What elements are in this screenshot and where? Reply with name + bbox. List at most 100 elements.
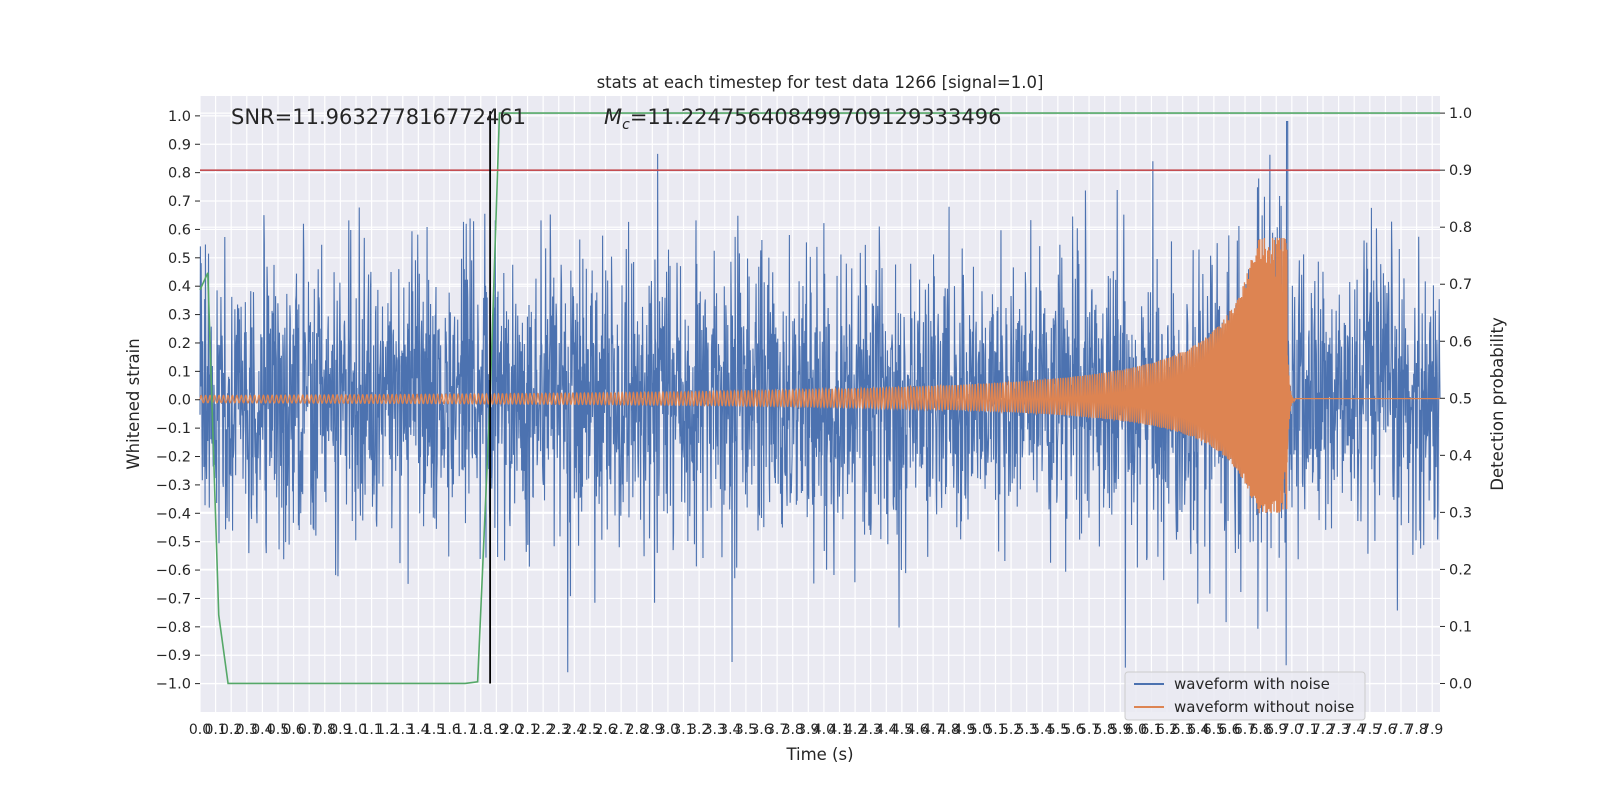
x-tick-label: 7.6	[1374, 722, 1396, 738]
series-detection-probability	[199, 112, 1440, 685]
y-tick-label: 0.5	[168, 251, 191, 267]
x-tick-label: 0.7	[298, 722, 320, 738]
x-tick-label: 5.6	[1062, 722, 1084, 738]
y-tick-label: −0.8	[156, 620, 191, 636]
y-tick-label: 0.3	[168, 308, 191, 324]
y2-tick-label: 0.4	[1449, 448, 1472, 464]
x-tick-label: 7.9	[1421, 722, 1443, 738]
x-tick-label: 7.7	[1390, 722, 1412, 738]
chirp-mass-subscript: c	[622, 117, 630, 133]
y-tick-label: 0.6	[168, 222, 191, 238]
x-tick-label: 3.8	[782, 722, 804, 738]
y2-tick-label: 0.5	[1449, 391, 1472, 407]
x-tick-label: 2.6	[594, 722, 616, 738]
y2-tick-label: 0.7	[1449, 277, 1472, 293]
x-tick-label: 4.8	[938, 722, 960, 738]
y2-tick-label: 1.0	[1449, 106, 1472, 122]
x-tick-label: 6.5	[1203, 722, 1225, 738]
y2-axis-label: Detection probability	[1488, 317, 1507, 491]
waveform-without-noise-line	[199, 237, 1440, 514]
x-tick-label: 0.1	[204, 722, 226, 738]
x-tick-label: 6.0	[1125, 722, 1147, 738]
x-tick-label: 1.9	[485, 722, 507, 738]
x-tick-label: 6.9	[1265, 722, 1287, 738]
y-tick-label: −0.2	[156, 450, 191, 466]
x-tick-label: 1.8	[470, 722, 492, 738]
x-tick-label: 2.7	[610, 722, 632, 738]
x-tick-label: 6.3	[1172, 722, 1194, 738]
x-tick-label: 1.5	[423, 722, 445, 738]
legend-label-waveform-without-noise: waveform without noise	[1174, 698, 1354, 716]
x-tick-label: 1.1	[360, 722, 382, 738]
y-tick-label: 1.0	[168, 109, 191, 125]
chirp-mass-symbol: M	[604, 105, 622, 129]
x-tick-label: 4.4	[875, 722, 897, 738]
x-axis-ticks: 0.00.10.20.30.40.50.60.70.80.91.01.11.21…	[189, 722, 1443, 738]
x-tick-label: 4.2	[844, 722, 866, 738]
y-tick-label: −0.6	[156, 563, 191, 579]
y-tick-label: −0.4	[156, 506, 191, 522]
x-tick-label: 0.6	[282, 722, 304, 738]
x-tick-label: 3.5	[735, 722, 757, 738]
x-tick-label: 7.0	[1281, 722, 1303, 738]
x-tick-label: 6.8	[1249, 722, 1271, 738]
y2-tick-label: 0.0	[1449, 676, 1472, 692]
y-tick-label: 0.0	[168, 393, 191, 409]
x-tick-label: 5.0	[969, 722, 991, 738]
x-tick-label: 4.1	[828, 722, 850, 738]
x-tick-label: 5.3	[1016, 722, 1038, 738]
y-tick-label: −0.5	[156, 535, 191, 551]
detection-probability-line	[199, 112, 1440, 685]
y-tick-label: −1.0	[156, 677, 191, 693]
x-tick-label: 2.3	[548, 722, 570, 738]
chart-title: stats at each timestep for test data 126…	[597, 73, 1044, 92]
y-tick-label: −0.7	[156, 591, 191, 607]
legend-label-waveform-with-noise: waveform with noise	[1174, 675, 1330, 693]
y-tick-label: −0.9	[156, 648, 191, 664]
x-tick-label: 0.8	[314, 722, 336, 738]
chirp-mass-annotation: Mc=11.224756408499709129333496	[604, 105, 1001, 133]
legend-box	[1124, 671, 1366, 721]
x-tick-label: 2.8	[626, 722, 648, 738]
x-tick-label: 7.4	[1343, 722, 1365, 738]
reference-lines	[200, 111, 1440, 684]
x-tick-label: 4.9	[953, 722, 975, 738]
x-tick-label: 0.0	[189, 722, 211, 738]
x-tick-label: 2.5	[579, 722, 601, 738]
x-tick-label: 7.1	[1296, 722, 1318, 738]
chirp-mass-value: =11.224756408499709129333496	[630, 105, 1002, 129]
legend: waveform with noise waveform without noi…	[1124, 671, 1366, 721]
x-tick-label: 2.9	[641, 722, 663, 738]
y-tick-label: 0.4	[168, 279, 191, 295]
x-tick-label: 5.1	[984, 722, 1006, 738]
x-axis-label: Time (s)	[785, 745, 853, 764]
x-tick-label: 0.9	[329, 722, 351, 738]
y-axis-label: Whitened strain	[124, 338, 143, 469]
y2-tick-label: 0.8	[1449, 220, 1472, 236]
x-tick-label: 3.0	[657, 722, 679, 738]
x-tick-label: 7.5	[1359, 722, 1381, 738]
y-tick-label: 0.7	[168, 194, 191, 210]
x-tick-label: 1.0	[345, 722, 367, 738]
y2-tick-label: 0.9	[1449, 163, 1472, 179]
x-tick-label: 0.5	[267, 722, 289, 738]
x-tick-label: 4.7	[922, 722, 944, 738]
x-tick-label: 3.9	[797, 722, 819, 738]
x-tick-label: 2.4	[563, 722, 585, 738]
x-tick-label: 1.3	[392, 722, 414, 738]
y2-tick-label: 0.1	[1449, 619, 1472, 635]
series-waveform-without-noise	[199, 237, 1440, 514]
y-tick-label: −0.3	[156, 478, 191, 494]
y-tick-label: 0.1	[168, 364, 191, 380]
x-tick-label: 5.9	[1109, 722, 1131, 738]
y2-tick-label: 0.2	[1449, 562, 1472, 578]
x-tick-label: 1.2	[376, 722, 398, 738]
x-tick-label: 0.3	[236, 722, 258, 738]
x-tick-label: 6.4	[1187, 722, 1209, 738]
x-tick-label: 7.2	[1312, 722, 1334, 738]
y-tick-label: 0.8	[168, 166, 191, 182]
x-tick-label: 5.8	[1094, 722, 1116, 738]
x-tick-label: 4.5	[891, 722, 913, 738]
x-tick-label: 7.8	[1405, 722, 1427, 738]
